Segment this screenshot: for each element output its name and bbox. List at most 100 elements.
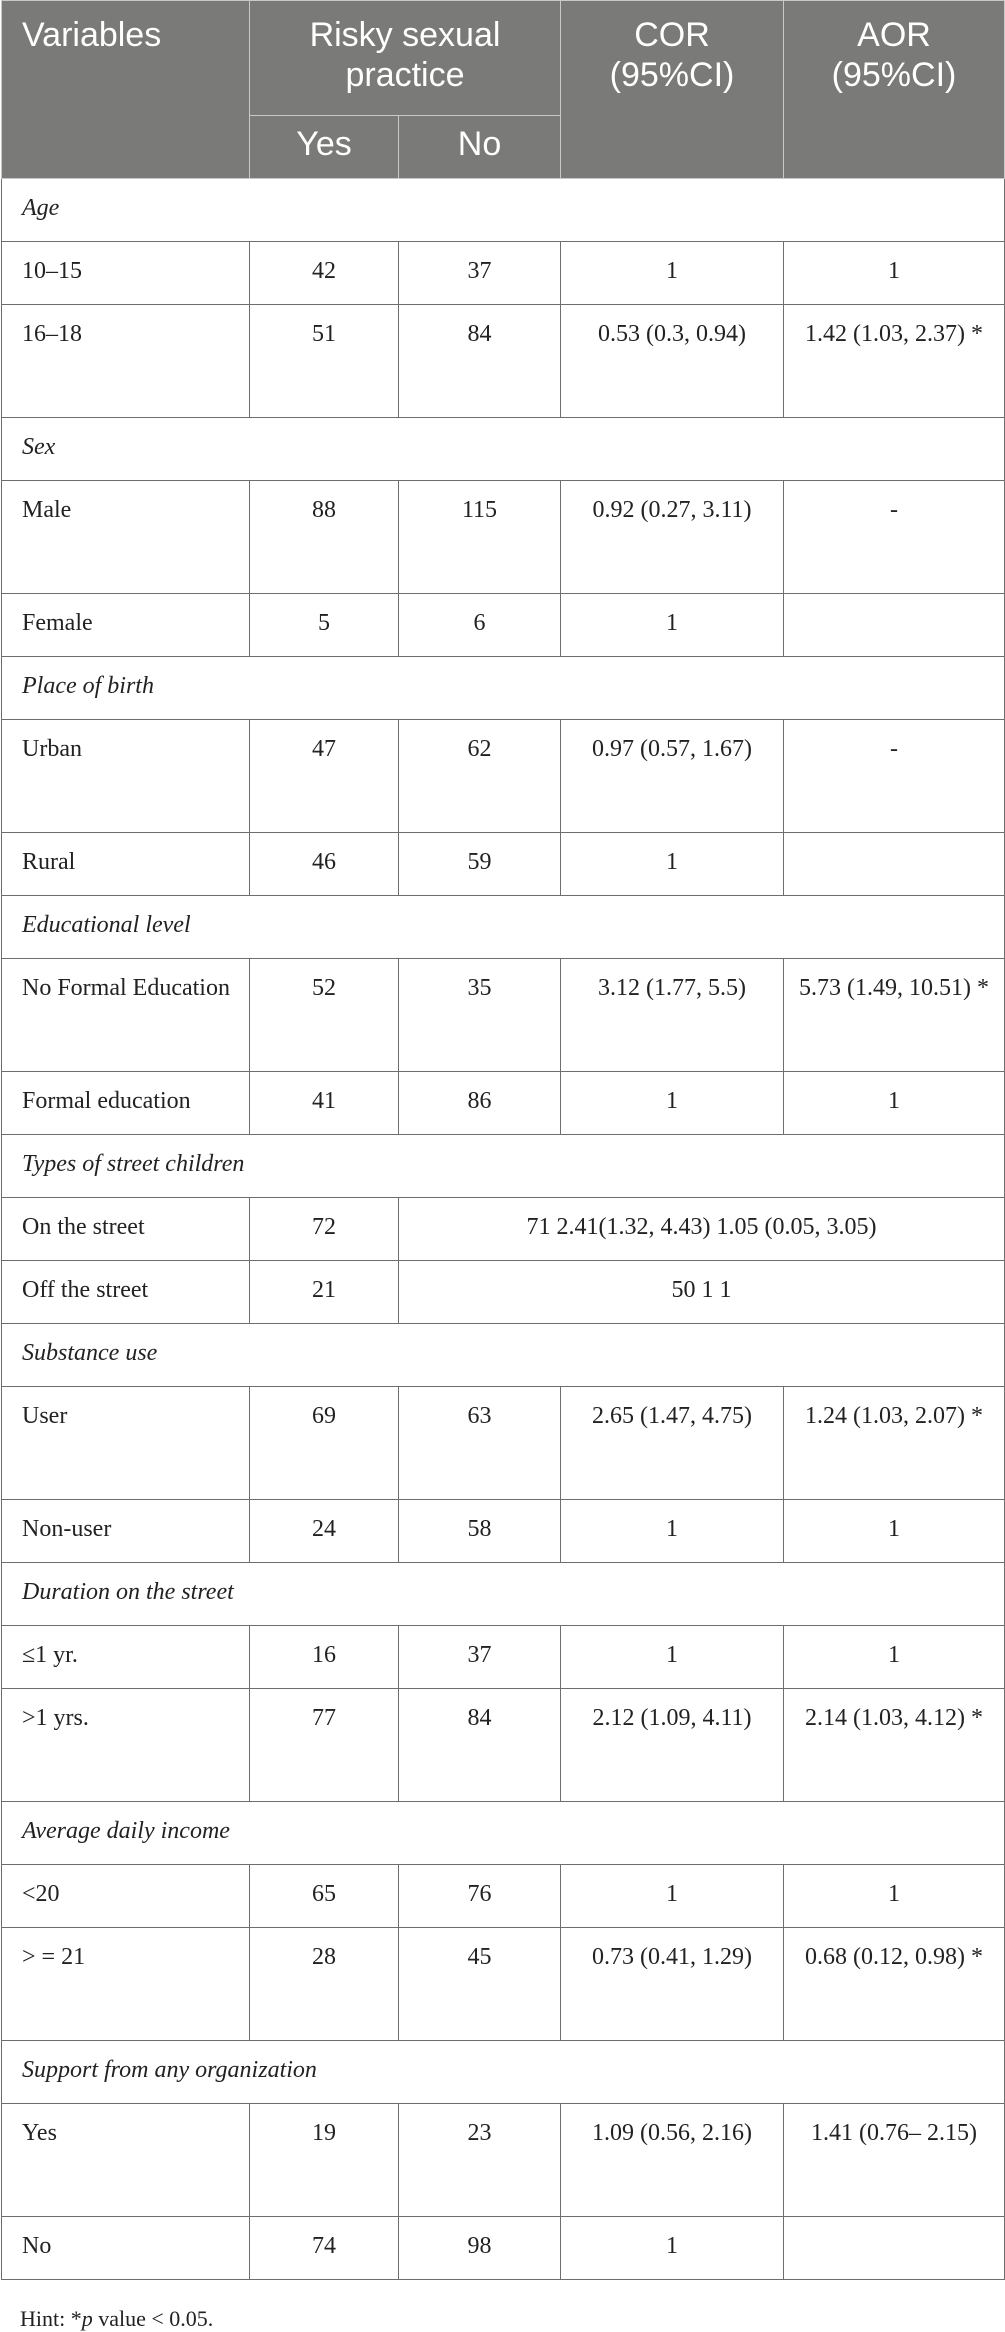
section-row: Duration on the street [1,1562,1005,1626]
section-label: Support from any organization [1,2040,1005,2104]
cor-value: 2.12 (1.09, 4.11) [560,1688,784,1802]
no-count: 37 [398,1625,561,1689]
header-no: No [398,115,561,179]
header-cor: COR (95%CI) [560,0,784,179]
section-label: Place of birth [1,656,1005,720]
aor-value: 0.68 (0.12, 0.98) * [783,1927,1005,2041]
no-count: 63 [398,1386,561,1500]
aor-value: 1 [783,1499,1005,1563]
section-label: Educational level [1,895,1005,959]
row-label: Non-user [1,1499,250,1563]
table-row: Rural 46 59 1 [1,832,1005,896]
cor-value: 1 [560,1499,784,1563]
section-label: Average daily income [1,1801,1005,1865]
footnote-p: p [81,2306,93,2331]
row-label: Urban [1,719,250,833]
cor-value: 2.65 (1.47, 4.75) [560,1386,784,1500]
table-row: 16–18 51 84 0.53 (0.3, 0.94) 1.42 (1.03, 2.3… [1,304,1005,418]
cor-value: 0.73 (0.41, 1.29) [560,1927,784,2041]
yes-count: 69 [249,1386,399,1500]
no-count: 23 [398,2103,561,2217]
yes-count: 42 [249,241,399,305]
no-count: 84 [398,1688,561,1802]
table-footnote: Hint: *p value < 0.05. [0,2280,1005,2332]
row-label: Formal education [1,1071,250,1135]
yes-count: 46 [249,832,399,896]
no-count: 115 [398,480,561,594]
yes-count: 24 [249,1499,399,1563]
no-count: 45 [398,1927,561,2041]
row-label: ≤1 yr. [1,1625,250,1689]
header-yes: Yes [249,115,399,179]
table-row: <20 65 76 1 1 [1,1864,1005,1928]
table-row: Formal education 41 86 1 1 [1,1071,1005,1135]
cor-value: 0.92 (0.27, 3.11) [560,480,784,594]
yes-count: 47 [249,719,399,833]
aor-value [783,593,1005,657]
footnote-prefix: Hint: * [20,2306,82,2331]
row-label: User [1,1386,250,1500]
yes-count: 21 [249,1260,399,1324]
aor-value: 1.42 (1.03, 2.37) * [783,304,1005,418]
aor-value: 1.41 (0.76– 2.15) [783,2103,1005,2217]
row-label: Male [1,480,250,594]
row-label: No Formal Education [1,958,250,1072]
no-count: 98 [398,2216,561,2280]
yes-count: 28 [249,1927,399,2041]
table-row: User 69 63 2.65 (1.47, 4.75) 1.24 (1.03, 2.0… [1,1386,1005,1500]
row-label: > = 21 [1,1927,250,2041]
cor-value: 1 [560,832,784,896]
row-label: 16–18 [1,304,250,418]
cor-value: 0.53 (0.3, 0.94) [560,304,784,418]
yes-count: 16 [249,1625,399,1689]
row-label: Off the street [1,1260,250,1324]
no-count: 59 [398,832,561,896]
section-label: Types of street children [1,1134,1005,1198]
no-count: 6 [398,593,561,657]
cor-value: 1 [560,1864,784,1928]
section-label: Sex [1,417,1005,481]
table-row: > = 21 28 45 0.73 (0.41, 1.29) 0.68 (0.12, 0… [1,1927,1005,2041]
cor-value: 1 [560,1071,784,1135]
yes-count: 5 [249,593,399,657]
row-label: Female [1,593,250,657]
table-row: Urban 47 62 0.97 (0.57, 1.67) - [1,719,1005,833]
aor-value: 1 [783,1864,1005,1928]
cor-value: 1 [560,241,784,305]
section-row: Educational level [1,895,1005,959]
table-row: ≤1 yr. 16 37 1 1 [1,1625,1005,1689]
yes-count: 88 [249,480,399,594]
row-label: >1 yrs. [1,1688,250,1802]
aor-value: - [783,719,1005,833]
section-row: Types of street children [1,1134,1005,1198]
table-row: Non-user 24 58 1 1 [1,1499,1005,1563]
section-label: Duration on the street [1,1562,1005,1626]
aor-value [783,832,1005,896]
aor-value: 1 [783,1625,1005,1689]
no-count: 37 [398,241,561,305]
aor-value: 1 [783,241,1005,305]
no-count: 58 [398,1499,561,1563]
row-label: No [1,2216,250,2280]
cor-value: 0.97 (0.57, 1.67) [560,719,784,833]
table-body: Age 10–15 42 37 1 1 16–18 51 84 0.53 (0.3, 0.94) 1… [1,178,1005,2280]
yes-count: 52 [249,958,399,1072]
table-row: 10–15 42 37 1 1 [1,241,1005,305]
no-count: 84 [398,304,561,418]
header-variables: Variables [1,0,250,179]
row-label: On the street [1,1197,250,1261]
cor-value: 3.12 (1.77, 5.5) [560,958,784,1072]
yes-count: 77 [249,1688,399,1802]
table-row: Female 5 6 1 [1,593,1005,657]
cor-value: 1 [560,1625,784,1689]
yes-count: 72 [249,1197,399,1261]
section-row: Support from any organization [1,2040,1005,2104]
no-count: 35 [398,958,561,1072]
merged-values: 71 2.41(1.32, 4.43) 1.05 (0.05, 3.05) [398,1197,1005,1261]
row-label: Rural [1,832,250,896]
table-row: Male 88 115 0.92 (0.27, 3.11) - [1,480,1005,594]
aor-value: 1 [783,1071,1005,1135]
merged-values: 50 1 1 [398,1260,1005,1324]
aor-value [783,2216,1005,2280]
table-row: Yes 19 23 1.09 (0.56, 2.16) 1.41 (0.76– 2.15… [1,2103,1005,2217]
